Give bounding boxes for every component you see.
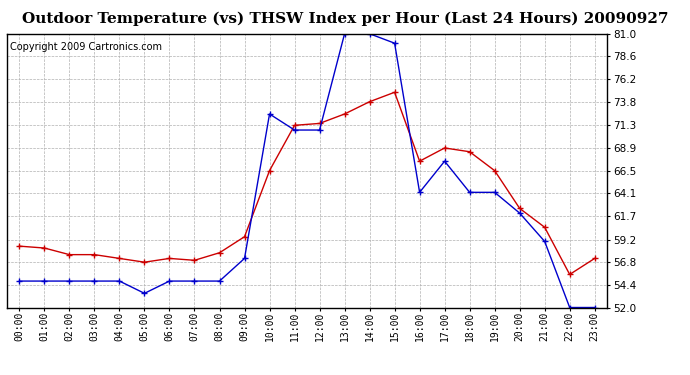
Text: Outdoor Temperature (vs) THSW Index per Hour (Last 24 Hours) 20090927: Outdoor Temperature (vs) THSW Index per … [22,11,668,26]
Text: Copyright 2009 Cartronics.com: Copyright 2009 Cartronics.com [10,42,162,52]
